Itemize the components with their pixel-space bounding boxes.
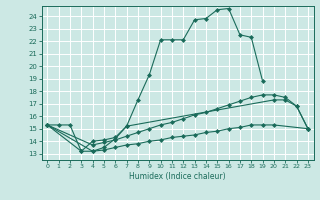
X-axis label: Humidex (Indice chaleur): Humidex (Indice chaleur) <box>129 172 226 181</box>
